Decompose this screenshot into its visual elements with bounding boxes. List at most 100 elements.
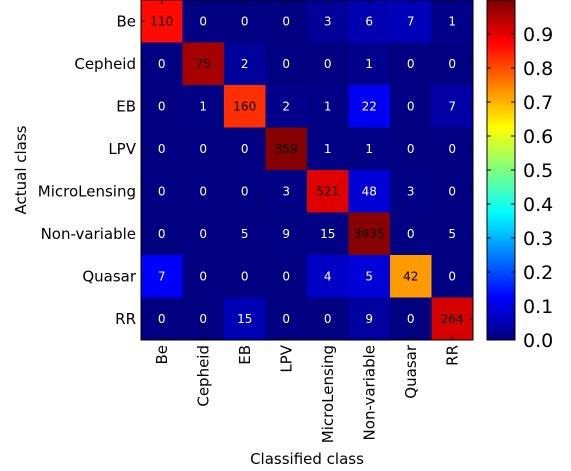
cell-value-label: 5: [365, 269, 373, 283]
cell-value-label: 4: [324, 269, 332, 283]
heatmap-cell: [348, 85, 391, 128]
heatmap-cell: [265, 42, 308, 86]
cell-value-label: 264: [441, 312, 464, 326]
heatmap-cell: [265, 127, 308, 171]
heatmap-cell: [431, 0, 474, 43]
cell-value-label: 1: [199, 99, 207, 113]
heatmap-cell: [265, 212, 308, 256]
cell-value-label: 7: [407, 14, 415, 28]
cell-value-label: 0: [158, 312, 166, 326]
cell-value-label: 3: [407, 184, 415, 198]
heatmap-cell: [431, 127, 474, 171]
cell-value-label: 521: [316, 184, 339, 198]
heatmap-cell: [141, 42, 183, 86]
cell-value-label: 1: [365, 57, 373, 71]
cell-value-label: 0: [158, 227, 166, 241]
cell-value-label: 160: [233, 99, 256, 113]
cell-value-label: 3: [324, 14, 332, 28]
heatmap-cell: [431, 170, 474, 213]
colorbar-tick-label: 0.4: [523, 194, 553, 216]
colorbar-ticks: 0.0 0.1 0.2 0.3 0.4 0.5 0.6 0.7 0.8 0.9: [487, 24, 553, 352]
heatmap-cell: [224, 42, 266, 86]
cell-value-label: 0: [282, 14, 290, 28]
cell-value-label: 0: [241, 14, 249, 28]
heatmap-cell: [348, 127, 391, 171]
colorbar-tick-label: 0.0: [523, 330, 553, 352]
cell-value-label: 15: [320, 227, 335, 241]
cell-value-label: 5: [448, 227, 456, 241]
heatmap-cell: [182, 0, 225, 43]
cell-value-label: 48: [362, 184, 377, 198]
cell-value-label: 22: [362, 99, 377, 113]
heatmap-cell: [265, 297, 308, 341]
heatmap-cell: [141, 85, 183, 128]
colorbar-tick-label: 0.3: [523, 228, 553, 250]
heatmap-cell: [224, 170, 266, 213]
cell-value-label: 0: [241, 142, 249, 156]
cell-value-label: 0: [158, 99, 166, 113]
heatmap-cell: [348, 0, 391, 43]
cell-value-label: 0: [407, 312, 415, 326]
cell-value-label: 2: [282, 99, 290, 113]
heatmap-cell: [141, 127, 183, 171]
heatmap-cell: [182, 255, 225, 298]
cell-value-label: 0: [407, 142, 415, 156]
heatmap-cell: [390, 42, 432, 86]
heatmap-cell: [182, 297, 225, 341]
heatmap-cell: [307, 297, 349, 341]
cell-value-label: 0: [448, 142, 456, 156]
heatmap-cell: [265, 85, 308, 128]
heatmap-cell: [390, 212, 432, 256]
cell-value-label: 0: [241, 184, 249, 198]
cell-value-label: 0: [448, 57, 456, 71]
cell-value-label: 0: [199, 227, 207, 241]
x-tick-label: Cepheid: [194, 345, 212, 407]
heatmap-cell: [182, 85, 225, 128]
cell-value-label: 0: [199, 184, 207, 198]
heatmap-cell: [141, 0, 183, 43]
cell-value-label: 0: [158, 142, 166, 156]
y-axis-label: Actual class: [12, 125, 30, 214]
cell-value-label: 2: [241, 57, 249, 71]
cell-value-label: 0: [282, 269, 290, 283]
heatmap-cell: [390, 255, 432, 298]
heatmap-cell: [307, 85, 349, 128]
cell-value-label: 0: [199, 14, 207, 28]
heatmap-cell: [224, 255, 266, 298]
colorbar: [486, 0, 516, 341]
cell-value-label: 5: [241, 227, 249, 241]
x-tick-label: Quasar: [402, 344, 420, 399]
cell-value-label: 110: [150, 14, 173, 28]
cell-value-label: 0: [241, 269, 249, 283]
heatmap-cell: [182, 127, 225, 171]
cell-value-label: 0: [407, 227, 415, 241]
cell-value-label: 9: [365, 312, 373, 326]
heatmap-cell: [182, 170, 225, 213]
x-tick-labels: Be Cepheid EB LPV MicroLensing Non-variable Qu…: [153, 0, 461, 443]
colorbar-tick-label: 0.7: [523, 92, 553, 114]
heatmap-cell: [390, 170, 432, 213]
heatmap-cell: [348, 297, 391, 341]
heatmap-cell: [265, 0, 308, 43]
y-tick-label: LPV: [108, 140, 136, 158]
cell-value-label: 359: [275, 142, 298, 156]
heatmap-cell: [224, 127, 266, 171]
cell-value-label: 1: [365, 142, 373, 156]
colorbar-tick-label: 0.9: [523, 24, 553, 46]
heatmap-cell: [348, 212, 391, 256]
heatmap-cell: [307, 212, 349, 256]
heatmap-cell: [224, 85, 266, 128]
colorbar-tick-label: 0.5: [523, 160, 553, 182]
heatmap-cell: [390, 297, 432, 341]
cell-value-label: 0: [199, 312, 207, 326]
heatmap-cell: [141, 170, 183, 213]
heatmap-cell: [390, 127, 432, 171]
x-tick-label: Be: [153, 345, 171, 365]
heatmap-cell: [224, 0, 266, 43]
cell-value-label: 0: [448, 184, 456, 198]
cell-value-label: 0: [199, 269, 207, 283]
heatmap-cell: [348, 255, 391, 298]
heatmap-cell: [307, 0, 349, 43]
y-tick-label: Non-variable: [41, 225, 136, 243]
cell-value-label: 1: [324, 142, 332, 156]
